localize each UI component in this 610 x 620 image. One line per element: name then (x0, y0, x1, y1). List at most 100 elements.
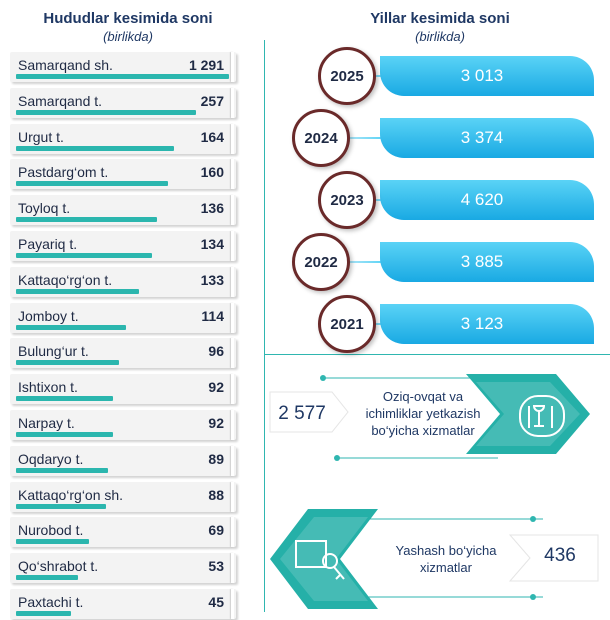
region-row: Toyloq t. 136 (10, 195, 236, 226)
region-label: Oqdaryo t. (18, 450, 84, 467)
region-bar (16, 467, 109, 473)
region-bar (16, 503, 107, 509)
region-value: 92 (208, 379, 224, 396)
year-value: 4 620 (460, 190, 504, 209)
region-bar (16, 432, 113, 437)
region-label: Pastdarg‘om t. (18, 164, 109, 181)
region-value: 114 (201, 307, 224, 324)
row-edge (231, 481, 234, 512)
region-label: Ishtixon t. (18, 379, 78, 396)
row-edge (231, 123, 234, 154)
region-label: Paxtachi t. (18, 594, 84, 610)
row-edge (231, 266, 234, 297)
row-edge (231, 517, 234, 548)
house-key-icon (295, 540, 345, 580)
region-bar (16, 611, 71, 616)
year-connector (368, 199, 385, 201)
region-bar (16, 74, 230, 79)
region-row: Bulung‘ur t. 96 (10, 338, 236, 369)
region-row: Urgut t. 164 (10, 123, 236, 154)
row-edge (231, 52, 234, 82)
row-edge (231, 195, 234, 226)
service-housing-line: xizmatlar (419, 560, 472, 575)
region-label: Payariq t. (18, 236, 78, 252)
region-value: 89 (208, 450, 224, 467)
row-edge (231, 589, 234, 619)
service-food-line: Oziq-ovqat va (382, 389, 464, 404)
region-label: Urgut t. (18, 128, 64, 145)
year-value: 3 123 (460, 314, 504, 333)
region-row: Kattaqo‘rg‘on sh. 88 (10, 481, 236, 512)
region-bar (16, 396, 113, 402)
right-chart-title: Yillar kesimida soni (370, 10, 510, 27)
region-bar (16, 253, 153, 258)
region-value: 1 291 (188, 57, 224, 73)
row-edge (231, 159, 234, 190)
region-row: Jomboy t. 114 (10, 302, 236, 333)
region-label: Kattaqo‘rg‘on t. (18, 271, 113, 288)
year-badge: 2021 (318, 295, 376, 353)
region-row: Samarqand sh. 1 291 (10, 52, 236, 82)
region-label: Nurobod t. (18, 522, 84, 539)
year-badge: 2023 (318, 171, 376, 229)
row-edge (231, 338, 234, 369)
region-bar (16, 109, 197, 115)
year-value: 3 013 (460, 66, 504, 85)
year-connector (368, 75, 385, 77)
region-value: 45 (208, 594, 224, 610)
region-label: Jomboy t. (18, 307, 79, 324)
service-housing-line: Yashash bo‘yicha (395, 543, 497, 558)
row-edge (231, 553, 234, 584)
year-band: 3 123 (380, 304, 594, 344)
service-food-label: Oziq-ovqat va ichimliklar yetkazish bo‘y… (348, 388, 498, 439)
left-chart-subtitle: (birlikda) (103, 29, 153, 44)
year-band: 3 013 (380, 56, 594, 96)
year-badge: 2024 (292, 109, 350, 167)
year-band: 3 374 (380, 118, 594, 158)
year-badge: 2025 (318, 47, 376, 105)
region-row: Paxtachi t. 45 (10, 589, 236, 619)
right-chart-subtitle: (birlikda) (415, 29, 465, 44)
region-value: 160 (200, 164, 224, 181)
region-label: Toyloq t. (18, 200, 71, 217)
region-bar (16, 575, 78, 581)
row-edge (231, 374, 234, 405)
year-connector (342, 261, 385, 263)
region-row: Narpay t. 92 (10, 410, 236, 440)
vertical-divider (264, 40, 265, 612)
row-edge (231, 231, 234, 261)
region-value: 88 (208, 486, 224, 503)
year-value: 3 885 (460, 252, 504, 271)
service-housing-value: 436 (544, 545, 576, 566)
region-bar (16, 181, 168, 187)
row-edge (231, 302, 234, 333)
region-value: 136 (200, 200, 224, 217)
year-connector (342, 137, 385, 139)
region-label: Bulung‘ur t. (18, 343, 89, 360)
year-band: 4 620 (380, 180, 594, 220)
region-row: Pastdarg‘om t. 160 (10, 159, 236, 190)
food-drink-icon (519, 395, 565, 437)
year-value: 3 374 (460, 128, 504, 147)
region-row: Qo‘shrabot t. 53 (10, 553, 236, 584)
region-label: Samarqand sh. (18, 57, 113, 73)
region-row: Oqdaryo t. 89 (10, 445, 236, 476)
left-chart-title: Hududlar kesimida soni (43, 10, 213, 27)
service-housing-label: Yashash bo‘yicha xizmatlar (376, 542, 516, 576)
year-badge: 2022 (292, 233, 350, 291)
region-bar (16, 145, 175, 151)
region-label: Samarqand t. (18, 92, 103, 109)
region-value: 69 (208, 522, 224, 539)
region-value: 134 (200, 236, 224, 252)
region-value: 164 (200, 128, 224, 145)
row-edge (231, 410, 234, 440)
region-label: Narpay t. (18, 415, 75, 431)
region-value: 257 (200, 92, 224, 109)
horizontal-divider (264, 354, 610, 355)
region-row: Nurobod t. 69 (10, 517, 236, 548)
region-row: Ishtixon t. 92 (10, 374, 236, 405)
service-food-line: bo‘yicha xizmatlar (371, 423, 475, 438)
region-bar (16, 217, 157, 223)
service-food-graphic (269, 374, 590, 459)
service-food-line: ichimliklar yetkazish (365, 406, 481, 421)
